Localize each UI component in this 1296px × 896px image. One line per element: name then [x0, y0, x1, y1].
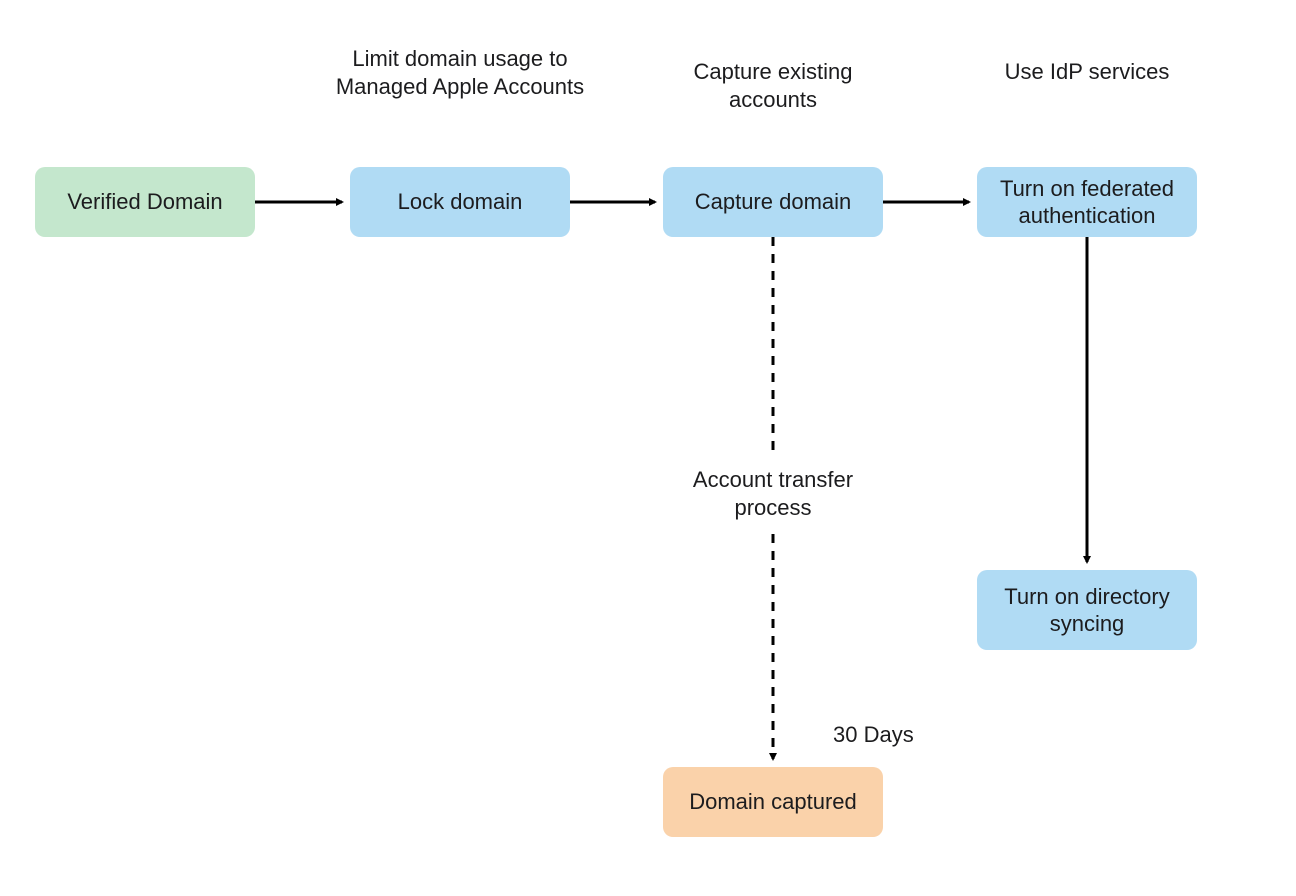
node-label: Domain captured	[689, 788, 857, 816]
caption-text: Use IdP services	[1005, 59, 1170, 84]
node-label: Turn on directory syncing	[987, 583, 1187, 638]
node-federated-auth: Turn on federated authentication	[977, 167, 1197, 237]
caption-idp: Use IdP services	[997, 58, 1177, 86]
caption-transfer: Account transfer process	[663, 466, 883, 521]
edges-layer	[0, 0, 1296, 896]
node-lock-domain: Lock domain	[350, 167, 570, 237]
node-directory-syncing: Turn on directory syncing	[977, 570, 1197, 650]
caption-lock: Limit domain usage to Managed Apple Acco…	[320, 45, 600, 100]
node-label: Verified Domain	[67, 188, 222, 216]
node-label: Turn on federated authentication	[987, 175, 1187, 230]
node-capture-domain: Capture domain	[663, 167, 883, 237]
flowchart-canvas: Verified Domain Lock domain Capture doma…	[0, 0, 1296, 896]
caption-text: Capture existing accounts	[694, 59, 853, 112]
caption-text: Limit domain usage to Managed Apple Acco…	[336, 46, 584, 99]
node-label: Lock domain	[398, 188, 523, 216]
caption-text: Account transfer process	[693, 467, 853, 520]
node-label: Capture domain	[695, 188, 852, 216]
caption-text: 30 Days	[833, 722, 914, 747]
node-domain-captured: Domain captured	[663, 767, 883, 837]
caption-capture: Capture existing accounts	[663, 58, 883, 113]
node-verified-domain: Verified Domain	[35, 167, 255, 237]
caption-thirty-days: 30 Days	[833, 721, 973, 749]
